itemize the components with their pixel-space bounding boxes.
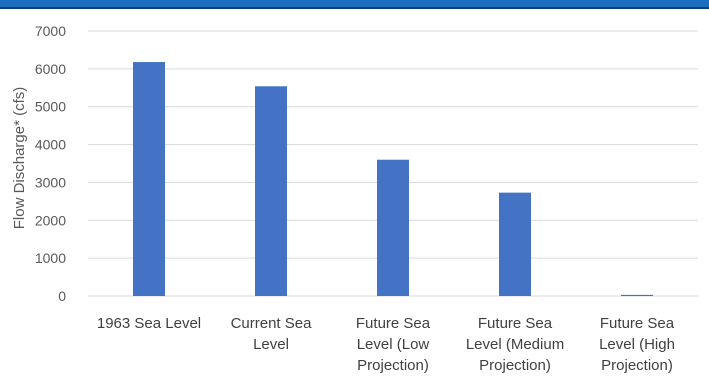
- bar-2: [255, 86, 287, 297]
- category-label-2: Current Sea Level: [231, 315, 313, 353]
- category-labels: 1963 Sea Level Current Sea Level Future Sea…: [97, 315, 675, 374]
- y-tick-label-6000: 6000: [35, 61, 66, 77]
- category-label-5: Future Sea Level (High Projection): [599, 315, 675, 374]
- bar-5: [621, 294, 653, 296]
- bars: [133, 62, 653, 297]
- y-axis-title: Flow Discharge* (cfs): [11, 87, 28, 230]
- bar-3: [377, 159, 409, 296]
- y-tick-label-2000: 2000: [35, 212, 66, 228]
- y-tick-label-7000: 7000: [35, 23, 66, 39]
- category-label-3: Future Sea Level (Low Projection): [356, 315, 431, 374]
- header-bar: [0, 0, 709, 9]
- y-tick-label-1000: 1000: [35, 250, 66, 266]
- bar-4: [499, 192, 531, 296]
- y-tick-label-5000: 5000: [35, 99, 66, 115]
- y-tick-label-0: 0: [58, 288, 66, 304]
- y-tick-labels: 0 1000 2000 3000 4000 5000 6000 7000: [35, 23, 66, 304]
- y-tick-label-3000: 3000: [35, 174, 66, 190]
- bar-1: [133, 62, 165, 296]
- y-tick-label-4000: 4000: [35, 137, 66, 153]
- category-label-1: 1963 Sea Level: [97, 315, 201, 332]
- category-label-4: Future Sea Level (Medium Projection): [466, 315, 564, 374]
